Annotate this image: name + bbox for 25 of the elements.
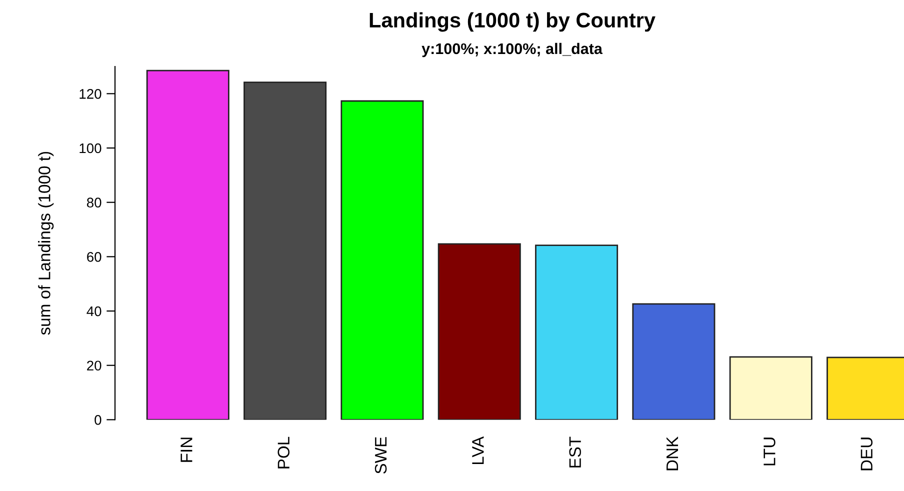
bar	[535, 244, 618, 420]
y-axis-title: sum of Landings (1000 t)	[38, 152, 54, 335]
x-tick-label: SWE	[374, 437, 387, 474]
y-tick-label: 100	[80, 143, 102, 154]
x-tick-label: FIN	[180, 438, 192, 462]
bar	[146, 70, 230, 420]
bar	[632, 303, 716, 420]
bar	[244, 82, 327, 420]
x-tick-label: LTU	[764, 438, 776, 466]
x-tick-label: DNK	[666, 436, 678, 470]
x-tick-label: EST	[569, 436, 582, 468]
chart-title: Landings (1000 t) by Country	[370, 12, 656, 32]
x-tick-label: POL	[278, 436, 290, 468]
y-tick-label: 20	[87, 360, 102, 371]
bar	[438, 243, 521, 420]
x-tick-label: LVA	[472, 436, 484, 464]
y-tick-label: 0	[94, 415, 102, 425]
y-tick-label: 60	[87, 252, 102, 262]
y-tick-label: 80	[86, 198, 102, 208]
bar	[340, 100, 424, 420]
chart-subtitle: y:100%; x:100%; all_data	[422, 42, 603, 58]
x-tick-label: DEU	[860, 438, 873, 470]
y-tick-label: 120	[80, 89, 102, 99]
bar	[729, 356, 812, 420]
y-tick-label: 40	[86, 306, 102, 316]
